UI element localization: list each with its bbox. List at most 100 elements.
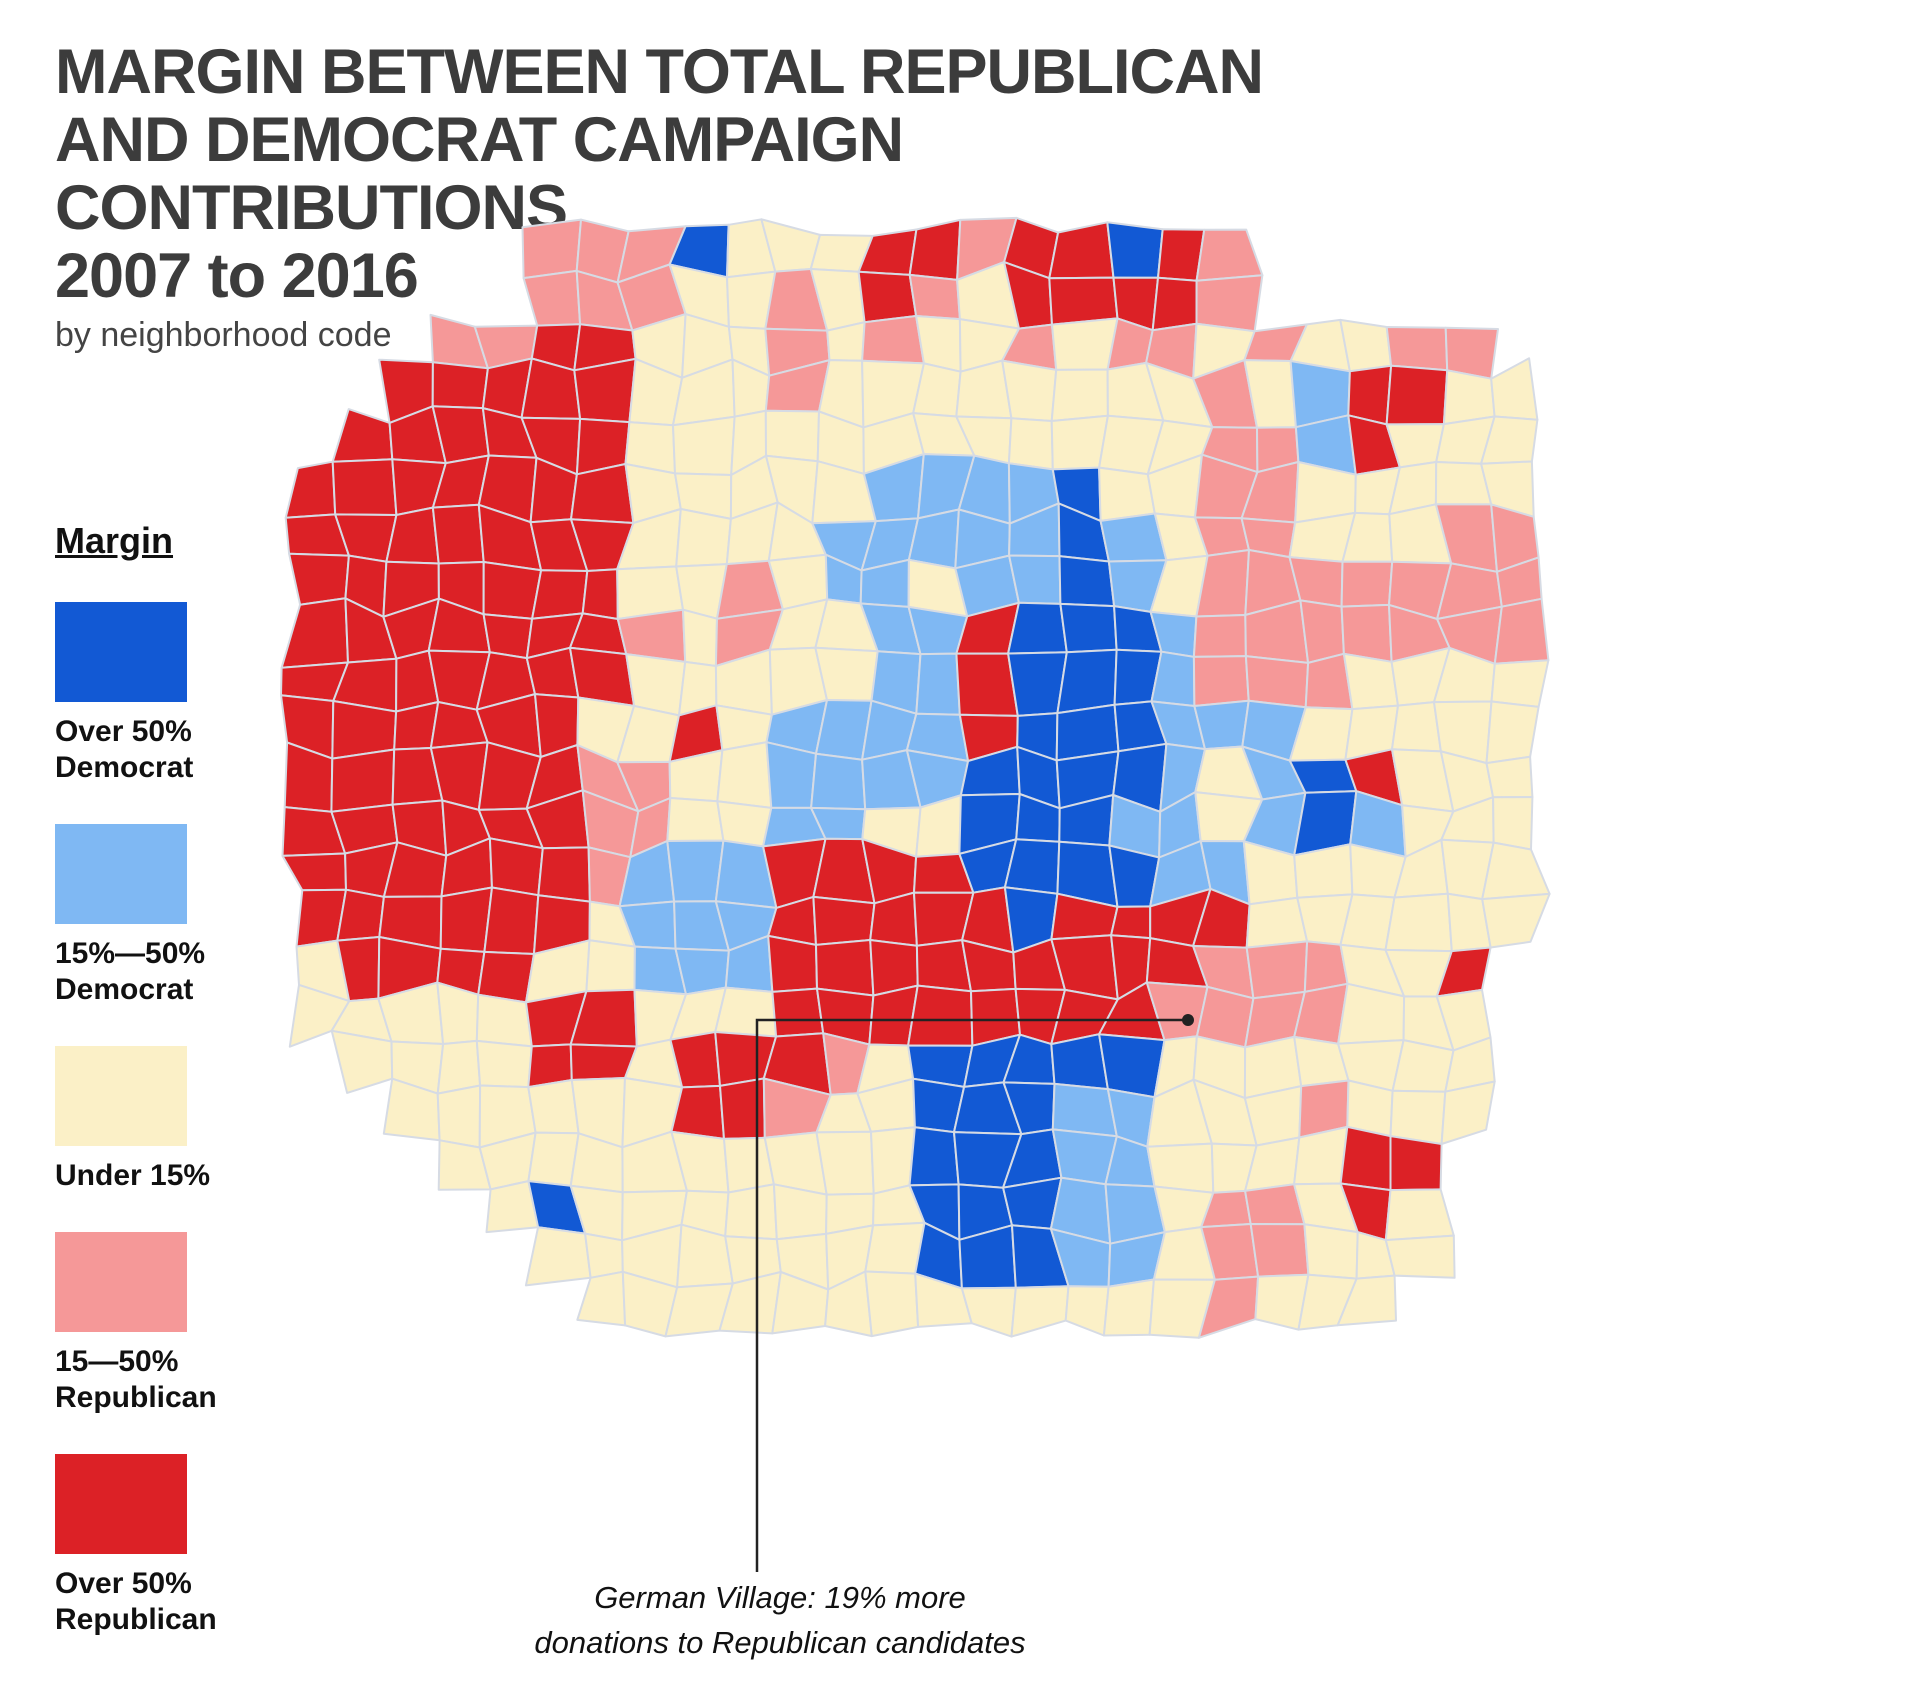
map-region-rep15	[1195, 274, 1264, 333]
map-region-rep50	[1389, 1135, 1443, 1192]
subtitle: by neighborhood code	[55, 316, 392, 355]
map-region-under15	[1490, 659, 1550, 708]
map-region-under15	[1485, 700, 1540, 765]
legend-swatch-rep50	[55, 1454, 187, 1554]
map-region-dem15	[915, 652, 961, 716]
map-region-rep50	[331, 458, 398, 516]
map-region-under15	[716, 741, 773, 809]
map-region-rep50	[581, 568, 619, 620]
map-region-under15	[1007, 417, 1054, 471]
annotation-text: German Village: 19% more donations to Re…	[420, 1576, 1140, 1666]
map-region-rep50	[857, 270, 918, 324]
map-region-under15	[1391, 701, 1442, 753]
map-region-under15	[672, 415, 736, 476]
map-region-rep50	[1048, 276, 1119, 326]
legend-item-rep15: 15—50% Republican	[55, 1232, 285, 1416]
map-region-under15	[724, 1183, 778, 1241]
map-region-dem50	[1059, 602, 1118, 654]
map-region-rep50	[537, 846, 591, 903]
map-region-under15	[1342, 652, 1399, 711]
map-region-rep15	[1299, 599, 1345, 664]
legend-item-dem15: 15%—50% Democrat	[55, 824, 285, 1008]
map-region-rep50	[288, 552, 350, 606]
legend-swatch-dem50	[55, 602, 187, 702]
map-region-rep15	[1385, 326, 1449, 372]
map-region-under15	[1440, 1080, 1496, 1145]
map-region-rep15	[1340, 560, 1394, 608]
title-line-2: AND DEMOCRAT CAMPAIGN	[55, 105, 904, 176]
map-region-under15	[1050, 368, 1109, 422]
legend-label-dem15: 15%—50% Democrat	[55, 937, 206, 1006]
legend-swatch-rep15	[55, 1232, 187, 1332]
legend-label-dem50: Over 50% Democrat	[55, 715, 194, 784]
map-region-rep15	[1493, 597, 1550, 665]
map-region-under15	[1102, 1278, 1155, 1337]
map-region-under15	[584, 1232, 624, 1279]
map-region-rep15	[861, 315, 925, 365]
map-region-rep15	[1340, 603, 1393, 663]
map-region-under15	[864, 1270, 920, 1338]
legend-item-under15: Under 15%	[55, 1046, 285, 1194]
map-region-under15	[1481, 841, 1551, 901]
map-region-dem50	[908, 1126, 960, 1187]
map-region-dem50	[1058, 555, 1116, 608]
map-region-rep15	[908, 273, 961, 321]
map-region-under15	[714, 986, 778, 1038]
map-region-under15	[1064, 1285, 1110, 1337]
map-region-rep15	[1195, 228, 1264, 282]
map-region-under15	[1481, 892, 1551, 949]
map-region-under15	[666, 797, 725, 842]
map-region-under15	[1098, 466, 1156, 522]
map-region-rep15	[1245, 940, 1309, 1000]
map-region-rep50	[488, 837, 544, 897]
map-region-dem15	[1193, 699, 1250, 751]
map-region-rep50	[1151, 276, 1198, 332]
legend-item-dem50: Over 50% Democrat	[55, 602, 285, 786]
map-region-rep50	[281, 852, 347, 892]
legend-label-rep15: 15—50% Republican	[55, 1345, 217, 1414]
map-region-rep50	[907, 984, 974, 1047]
map-region-under15	[524, 1226, 592, 1287]
map-region-under15	[764, 409, 820, 463]
map-region-under15	[1442, 369, 1496, 426]
map-region-under15	[815, 1130, 875, 1196]
map-region-under15	[436, 1084, 482, 1149]
map-region-under15	[585, 939, 636, 993]
title-line-3: CONTRIBUTIONS	[55, 173, 568, 244]
map-region-rep50	[439, 886, 493, 953]
legend-heading: Margin	[55, 520, 174, 561]
map-region-dem15	[666, 839, 725, 903]
map-region-under15	[1001, 359, 1058, 422]
title-line-1: MARGIN BETWEEN TOTAL REPUBLICAN	[55, 37, 1264, 107]
title-block: MARGIN BETWEEN TOTAL REPUBLICAN AND DEMO…	[55, 38, 1455, 355]
map-region-under15	[1303, 1223, 1359, 1280]
map-region-dem15	[1051, 1082, 1118, 1138]
map-region-under15	[576, 1270, 627, 1327]
map-region-under15	[330, 1029, 394, 1094]
map-region-rep50	[284, 460, 337, 519]
map-region-rep50	[482, 561, 543, 620]
map-region-rep50	[280, 597, 349, 669]
legend-label-under15: Under 15%	[55, 1159, 211, 1192]
map-region-rep50	[815, 939, 875, 997]
map-region-rep50	[767, 934, 818, 993]
map-region-rep50	[531, 569, 589, 620]
map-region-rep50	[483, 886, 540, 955]
map-region-under15	[1146, 1142, 1215, 1194]
map-region-under15	[475, 993, 533, 1048]
map-region-rep50	[1347, 364, 1393, 426]
map-region-rep50	[431, 503, 485, 565]
map-region-rep50	[330, 748, 396, 813]
map-region-dem50	[1007, 601, 1068, 655]
map-region-rep50	[1339, 1125, 1392, 1192]
map-region-under15	[960, 1286, 1017, 1338]
map-region-rep50	[573, 357, 637, 424]
map-region-under15	[1492, 796, 1534, 851]
map-region-rep50	[570, 463, 635, 524]
map-region-rep50	[908, 218, 962, 281]
map-region-dem15	[1008, 554, 1062, 605]
map-region-dem15	[810, 752, 867, 811]
map-region-rep15	[1249, 1223, 1310, 1278]
map-region-rep50	[1110, 905, 1152, 940]
map-region-rep50	[331, 408, 394, 463]
